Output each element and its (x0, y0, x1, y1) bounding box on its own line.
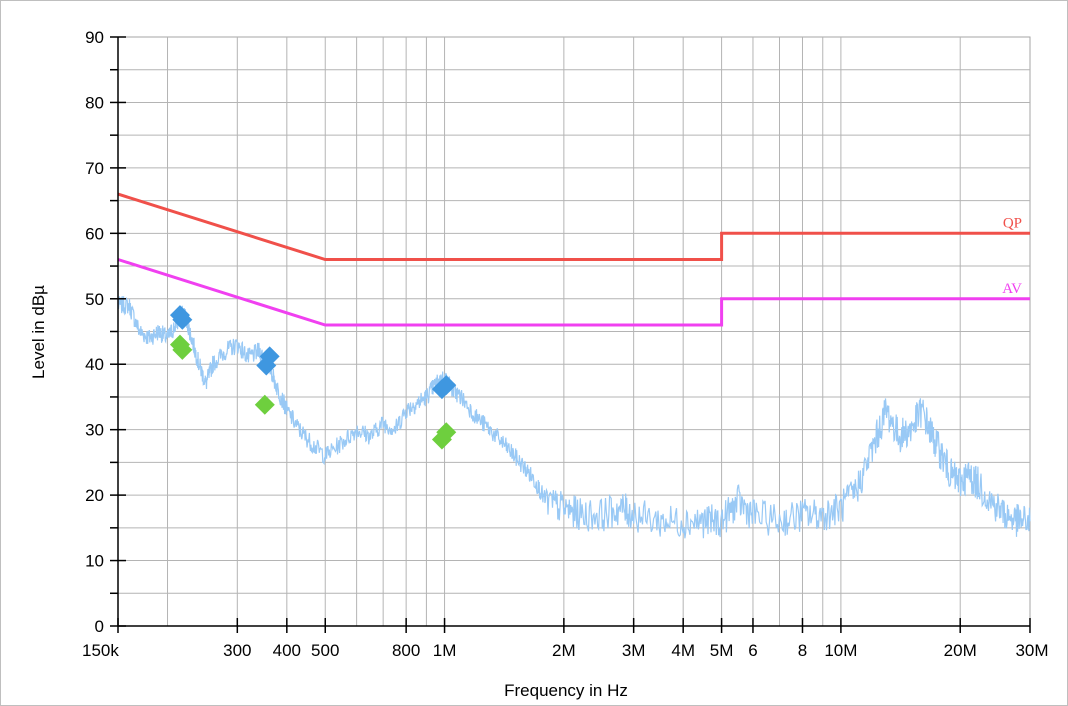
y-tick-label: 70 (85, 159, 104, 178)
y-tick-label: 90 (85, 28, 104, 47)
x-axis-title: Frequency in Hz (504, 681, 628, 700)
y-tick-label: 40 (85, 355, 104, 374)
x-tick-label: 500 (311, 641, 339, 660)
x-tick-label: 6 (748, 641, 757, 660)
qp-marker (259, 346, 280, 367)
limit-label-av: AV (1002, 281, 1022, 297)
limit-line-av (117, 258, 1030, 327)
qp-marker (172, 309, 193, 330)
x-tick-label: 3M (622, 641, 646, 660)
spectrum-trace (117, 296, 1031, 539)
x-tick-label: 1M (433, 641, 457, 660)
x-tick-label: 2M (552, 641, 576, 660)
x-tick-label: 300 (223, 641, 251, 660)
y-axis-title: Level in dBµ (29, 285, 48, 379)
y-tick-label: 50 (85, 290, 104, 309)
x-tick-label: 4M (671, 641, 695, 660)
x-tick-label: 8 (798, 641, 807, 660)
y-tick-label: 10 (85, 552, 104, 571)
y-tick-label: 60 (85, 224, 104, 243)
x-tick-label: 150k (82, 641, 119, 660)
y-tick-label: 0 (95, 617, 104, 636)
x-tick-label: 20M (944, 641, 977, 660)
av-marker (436, 422, 457, 443)
limit-line-qp (117, 192, 1030, 261)
av-marker (172, 339, 193, 360)
av-marker (254, 394, 275, 415)
y-tick-label: 20 (85, 486, 104, 505)
x-tick-label: 30M (1015, 641, 1048, 660)
y-tick-label: 30 (85, 421, 104, 440)
qp-marker (436, 375, 457, 396)
x-tick-label: 400 (273, 641, 301, 660)
x-tick-label: 5M (710, 641, 734, 660)
x-tick-label: 800 (392, 641, 420, 660)
x-tick-label: 10M (824, 641, 857, 660)
limit-label-qp: QP (1003, 215, 1022, 231)
y-tick-label: 80 (85, 93, 104, 112)
